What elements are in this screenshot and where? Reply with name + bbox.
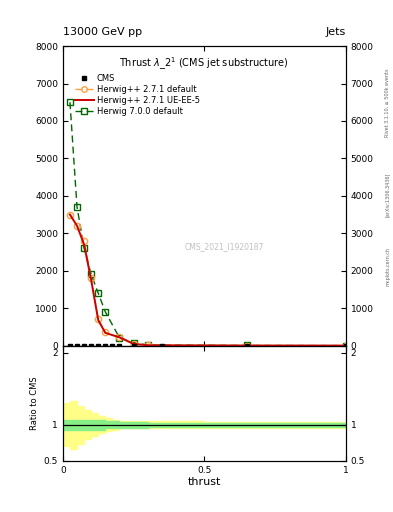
Text: Rivet 3.1.10, ≥ 500k events: Rivet 3.1.10, ≥ 500k events	[385, 68, 390, 137]
Herwig++ 2.7.1 UE-EE-5	[131, 341, 136, 347]
Text: mcplots.cern.ch: mcplots.cern.ch	[385, 247, 390, 286]
Herwig 7.0.0 default	[75, 204, 79, 210]
Line: Herwig++ 2.7.1 default: Herwig++ 2.7.1 default	[67, 211, 349, 349]
Herwig++ 2.7.1 UE-EE-5	[244, 343, 249, 349]
Herwig++ 2.7.1 default	[75, 223, 79, 229]
Herwig++ 2.7.1 UE-EE-5	[343, 343, 348, 349]
Text: Jets: Jets	[325, 27, 346, 37]
Herwig++ 2.7.1 default	[68, 211, 72, 218]
Herwig 7.0.0 default	[117, 335, 122, 341]
CMS	[131, 343, 136, 349]
Text: [arXiv:1306.3436]: [arXiv:1306.3436]	[385, 173, 390, 217]
Herwig 7.0.0 default	[343, 343, 348, 349]
Herwig++ 2.7.1 UE-EE-5	[82, 242, 86, 248]
Herwig++ 2.7.1 default	[131, 340, 136, 347]
CMS	[82, 343, 86, 349]
X-axis label: thrust: thrust	[188, 477, 221, 487]
Herwig 7.0.0 default	[96, 290, 101, 296]
Herwig++ 2.7.1 default	[145, 342, 150, 348]
Herwig 7.0.0 default	[82, 245, 86, 251]
Herwig 7.0.0 default	[131, 339, 136, 346]
Herwig++ 2.7.1 UE-EE-5	[103, 330, 108, 336]
Text: 13000 GeV pp: 13000 GeV pp	[63, 27, 142, 37]
CMS	[68, 343, 72, 349]
Herwig++ 2.7.1 default	[96, 316, 101, 323]
Y-axis label: Ratio to CMS: Ratio to CMS	[31, 376, 39, 430]
Herwig++ 2.7.1 UE-EE-5	[117, 334, 122, 340]
Herwig 7.0.0 default	[68, 99, 72, 105]
Herwig++ 2.7.1 UE-EE-5	[145, 342, 150, 348]
Line: CMS: CMS	[68, 343, 348, 348]
Herwig++ 2.7.1 UE-EE-5	[96, 317, 101, 323]
Herwig 7.0.0 default	[145, 342, 150, 348]
Herwig++ 2.7.1 default	[343, 343, 348, 349]
CMS	[117, 343, 122, 349]
Herwig++ 2.7.1 default	[244, 343, 249, 349]
Line: Herwig++ 2.7.1 UE-EE-5: Herwig++ 2.7.1 UE-EE-5	[70, 215, 346, 346]
CMS	[89, 343, 94, 349]
Herwig 7.0.0 default	[89, 271, 94, 278]
Text: Thrust $\lambda\_2^1$ (CMS jet substructure): Thrust $\lambda\_2^1$ (CMS jet substruct…	[119, 55, 289, 72]
Herwig++ 2.7.1 default	[117, 334, 122, 340]
Line: Herwig 7.0.0 default: Herwig 7.0.0 default	[67, 99, 349, 349]
CMS	[75, 343, 79, 349]
CMS	[244, 343, 249, 349]
Text: CMS_2021_I1920187: CMS_2021_I1920187	[184, 242, 264, 251]
CMS	[343, 343, 348, 349]
CMS	[110, 343, 115, 349]
Herwig++ 2.7.1 UE-EE-5	[89, 277, 94, 283]
CMS	[96, 343, 101, 349]
Herwig++ 2.7.1 default	[103, 329, 108, 335]
Herwig 7.0.0 default	[244, 343, 249, 349]
Legend: CMS, Herwig++ 2.7.1 default, Herwig++ 2.7.1 UE-EE-5, Herwig 7.0.0 default: CMS, Herwig++ 2.7.1 default, Herwig++ 2.…	[73, 71, 202, 118]
CMS	[160, 343, 164, 349]
Herwig++ 2.7.1 UE-EE-5	[75, 223, 79, 229]
Herwig 7.0.0 default	[103, 309, 108, 315]
Herwig++ 2.7.1 default	[89, 275, 94, 281]
Herwig++ 2.7.1 UE-EE-5	[68, 211, 72, 218]
Herwig++ 2.7.1 default	[82, 238, 86, 244]
CMS	[103, 343, 108, 349]
